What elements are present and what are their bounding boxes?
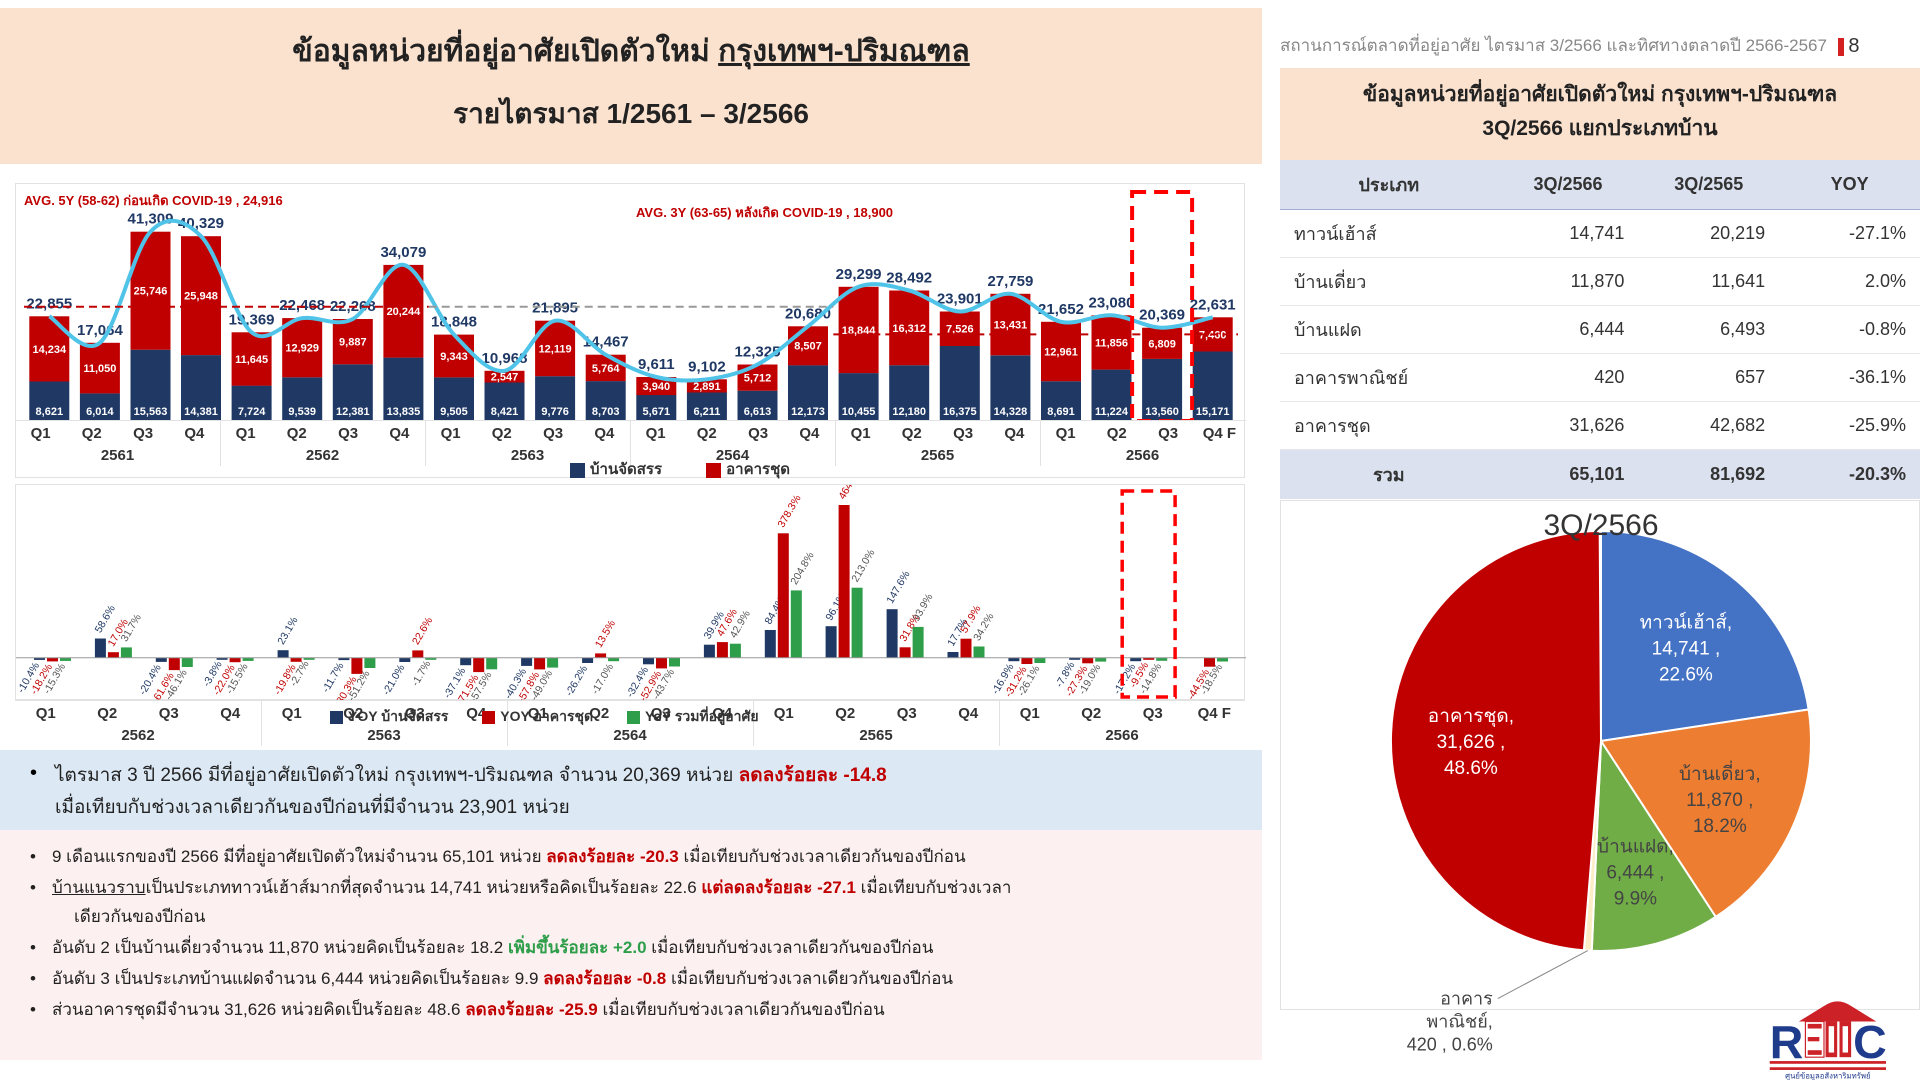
svg-text:14,234: 14,234 xyxy=(32,344,67,356)
svg-text:27,759: 27,759 xyxy=(987,273,1033,290)
svg-text:5,671: 5,671 xyxy=(643,406,671,418)
svg-text:-1.7%: -1.7% xyxy=(409,659,433,689)
svg-text:12,119: 12,119 xyxy=(539,344,572,356)
svg-text:บ้านแฝด,: บ้านแฝด, xyxy=(1597,837,1674,858)
svg-text:16,312: 16,312 xyxy=(892,323,926,335)
svg-text:ทาวน์เฮ้าส์,: ทาวน์เฮ้าส์, xyxy=(1640,611,1733,633)
svg-text:22,631: 22,631 xyxy=(1190,296,1236,313)
svg-text:บ้านเดี่ยว,: บ้านเดี่ยว, xyxy=(1679,760,1761,785)
svg-text:18,848: 18,848 xyxy=(431,314,477,331)
svg-text:204.8%: 204.8% xyxy=(788,550,816,587)
svg-text:25,948: 25,948 xyxy=(184,291,218,303)
svg-text:12,961: 12,961 xyxy=(1044,347,1078,359)
svg-text:8,507: 8,507 xyxy=(794,341,822,353)
svg-text:9,776: 9,776 xyxy=(541,406,569,418)
svg-text:9,343: 9,343 xyxy=(440,351,468,363)
svg-text:8,691: 8,691 xyxy=(1047,406,1075,418)
svg-text:13,431: 13,431 xyxy=(994,320,1028,332)
svg-text:อาคาร: อาคาร xyxy=(1440,989,1493,1009)
svg-text:5,712: 5,712 xyxy=(744,373,772,385)
svg-text:6,444 ,: 6,444 , xyxy=(1606,863,1664,884)
svg-text:6,613: 6,613 xyxy=(744,406,772,418)
svg-text:11,645: 11,645 xyxy=(235,354,268,366)
svg-text:23,080: 23,080 xyxy=(1089,294,1135,311)
svg-text:3Q/2566: 3Q/2566 xyxy=(1543,509,1658,542)
svg-text:31,626 ,: 31,626 , xyxy=(1437,732,1506,753)
svg-text:อาคารชุด,: อาคารชุด, xyxy=(1428,706,1514,728)
svg-text:9,887: 9,887 xyxy=(339,337,367,349)
svg-text:ศูนย์ข้อมูลอสังหาริมทรัพย์: ศูนย์ข้อมูลอสังหาริมทรัพย์ xyxy=(1785,1072,1870,1080)
svg-text:23.1%: 23.1% xyxy=(275,615,300,647)
svg-text:5,764: 5,764 xyxy=(592,363,620,375)
svg-text:2,547: 2,547 xyxy=(491,372,519,384)
svg-text:-21.0%: -21.0% xyxy=(380,663,407,698)
svg-text:48.6%: 48.6% xyxy=(1444,758,1498,779)
svg-text:9,102: 9,102 xyxy=(688,358,726,375)
svg-text:14,328: 14,328 xyxy=(994,406,1028,418)
svg-text:9,505: 9,505 xyxy=(440,406,468,418)
svg-text:2,891: 2,891 xyxy=(693,381,721,393)
svg-text:29,299: 29,299 xyxy=(836,266,882,283)
svg-text:21,895: 21,895 xyxy=(532,300,578,317)
svg-text:-17.0%: -17.0% xyxy=(589,662,616,697)
svg-text:22,855: 22,855 xyxy=(26,295,72,312)
svg-text:6,809: 6,809 xyxy=(1148,338,1176,350)
svg-text:20,244: 20,244 xyxy=(387,306,422,318)
svg-text:420 , 0.6%: 420 , 0.6% xyxy=(1407,1035,1493,1055)
svg-text:378.3%: 378.3% xyxy=(775,493,803,530)
svg-text:15,171: 15,171 xyxy=(1196,406,1230,418)
svg-text:11,224: 11,224 xyxy=(1095,406,1129,418)
svg-text:17,064: 17,064 xyxy=(77,322,124,339)
svg-text:18.2%: 18.2% xyxy=(1693,816,1747,837)
svg-text:22,468: 22,468 xyxy=(279,297,325,314)
svg-text:6,211: 6,211 xyxy=(693,406,720,418)
svg-text:11,870 ,: 11,870 , xyxy=(1686,790,1753,811)
svg-text:11,856: 11,856 xyxy=(1095,337,1128,349)
svg-text:16,375: 16,375 xyxy=(943,406,977,418)
svg-text:11,050: 11,050 xyxy=(83,363,116,375)
svg-text:C: C xyxy=(1853,1016,1887,1068)
svg-text:12,381: 12,381 xyxy=(336,406,370,418)
svg-text:8,703: 8,703 xyxy=(592,406,620,418)
svg-text:14,381: 14,381 xyxy=(184,406,218,418)
svg-text:3,940: 3,940 xyxy=(643,381,671,393)
svg-text:12,180: 12,180 xyxy=(892,406,926,418)
svg-text:34,079: 34,079 xyxy=(380,244,426,261)
svg-text:12,929: 12,929 xyxy=(285,343,319,355)
svg-text:13.5%: 13.5% xyxy=(593,618,618,650)
svg-text:93.9%: 93.9% xyxy=(910,592,935,624)
svg-text:15,563: 15,563 xyxy=(134,406,168,418)
svg-text:464.2%: 464.2% xyxy=(836,485,864,502)
svg-text:25,746: 25,746 xyxy=(134,286,168,298)
svg-text:6,014: 6,014 xyxy=(86,406,114,418)
svg-text:7,724: 7,724 xyxy=(238,406,266,418)
svg-text:28,492: 28,492 xyxy=(886,270,932,287)
svg-text:41,309: 41,309 xyxy=(128,211,174,228)
svg-text:22.6%: 22.6% xyxy=(410,615,435,647)
svg-text:9.9%: 9.9% xyxy=(1614,889,1657,910)
svg-text:9,611: 9,611 xyxy=(638,356,675,373)
svg-text:-26.2%: -26.2% xyxy=(563,664,590,699)
svg-text:19,369: 19,369 xyxy=(229,311,275,328)
svg-text:22.6%: 22.6% xyxy=(1659,664,1713,685)
svg-text:13,560: 13,560 xyxy=(1145,406,1179,418)
svg-text:213.0%: 213.0% xyxy=(849,547,877,584)
svg-text:12,173: 12,173 xyxy=(791,406,825,418)
svg-text:14,741 ,: 14,741 , xyxy=(1652,638,1721,659)
svg-text:8,621: 8,621 xyxy=(36,406,64,418)
svg-text:9,539: 9,539 xyxy=(288,406,316,418)
svg-text:R: R xyxy=(1770,1016,1804,1068)
svg-text:147.6%: 147.6% xyxy=(884,569,912,606)
svg-text:พาณิชย์,: พาณิชย์, xyxy=(1426,1012,1492,1032)
svg-text:8,421: 8,421 xyxy=(491,406,519,418)
svg-text:20,369: 20,369 xyxy=(1139,307,1185,324)
svg-text:10,455: 10,455 xyxy=(842,406,876,418)
svg-text:13,835: 13,835 xyxy=(387,406,421,418)
